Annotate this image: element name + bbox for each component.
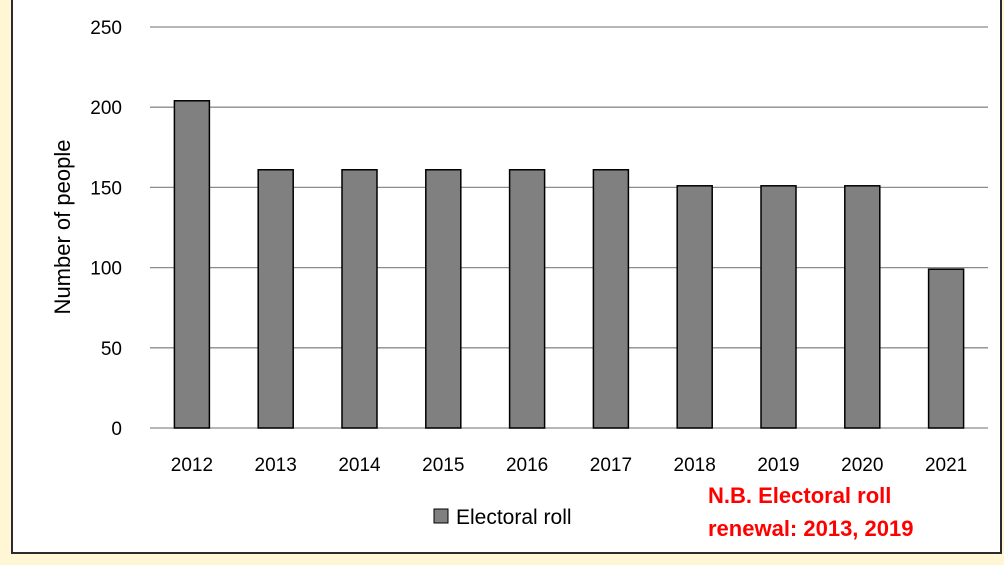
y-axis-ticks: 0 50 100 150 200 250	[90, 18, 122, 440]
y-tick-label: 0	[111, 419, 122, 440]
bar-2015	[425, 169, 462, 429]
x-tick-label: 2018	[674, 455, 716, 476]
bar-2017	[592, 169, 630, 429]
x-tick-label: 2019	[757, 455, 799, 476]
y-tick-label: 250	[90, 18, 122, 39]
x-tick-label: 2016	[506, 455, 548, 476]
bar-2021	[927, 268, 965, 429]
y-tick-label: 200	[90, 98, 122, 119]
y-tick-label: 150	[90, 178, 122, 199]
bar-2016	[508, 169, 546, 429]
x-tick-label: 2012	[171, 455, 213, 476]
x-tick-label: 2015	[422, 455, 464, 476]
y-axis-title: Number of people	[50, 140, 75, 315]
bar-2018	[676, 185, 713, 429]
bars	[173, 100, 965, 429]
x-tick-label: 2021	[925, 455, 967, 476]
bar-2020	[844, 185, 881, 429]
x-axis-ticks: 2012 2013 2014 2015 2016 2017 2018 2019 2020 2021	[171, 455, 967, 476]
x-tick-label: 2017	[590, 455, 632, 476]
y-tick-label: 50	[101, 339, 122, 360]
x-tick-label: 2014	[338, 455, 381, 476]
note-line-2: renewal: 2013, 2019	[708, 516, 913, 541]
bar-2019	[760, 185, 797, 429]
y-tick-label: 100	[90, 259, 122, 280]
legend: Electoral roll	[433, 506, 572, 529]
x-tick-label: 2020	[841, 455, 883, 476]
note-line-1: N.B. Electoral roll	[708, 483, 891, 508]
bar-2012	[173, 100, 211, 429]
bar-2013	[257, 169, 294, 429]
bar-2014	[341, 169, 378, 429]
legend-label: Electoral roll	[456, 506, 572, 529]
renewal-note: N.B. Electoral roll renewal: 2013, 2019	[708, 483, 913, 541]
x-tick-label: 2013	[255, 455, 297, 476]
legend-swatch	[433, 508, 449, 524]
